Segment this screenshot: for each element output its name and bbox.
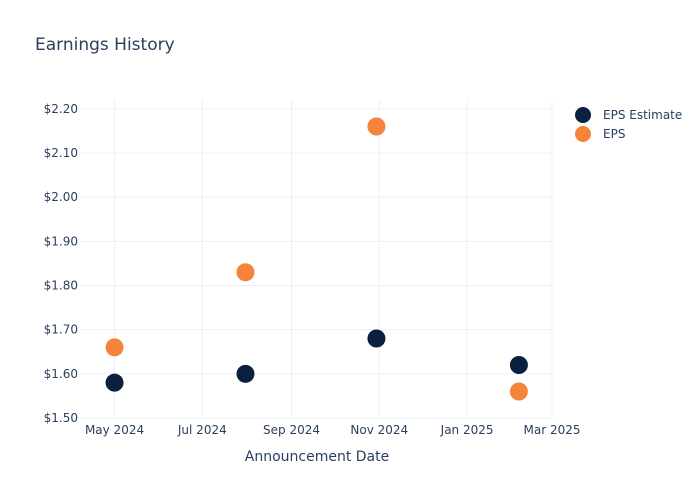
chart-title: Earnings History	[35, 35, 175, 55]
grid-layer	[80, 100, 553, 419]
legend-item-eps[interactable]: EPS	[575, 126, 625, 142]
legend-label: EPS	[603, 127, 625, 141]
tick-layer: $1.50 $1.60 $1.70 $1.80 $1.90 $2.00 $2.10 $2.20…	[44, 102, 581, 437]
legend-marker	[575, 126, 591, 142]
x-tick-label: Jul 2024	[177, 423, 227, 437]
legend-label: EPS Estimate	[603, 108, 682, 122]
point-layer	[105, 117, 528, 401]
y-tick-label: $1.70	[44, 323, 78, 337]
y-tick-label: $1.60	[44, 367, 78, 381]
y-tick-label: $1.80	[44, 279, 78, 293]
eps-point[interactable]	[105, 338, 124, 357]
series-eps-estimate	[105, 329, 528, 392]
legend-item-eps-estimate[interactable]: EPS Estimate	[575, 107, 682, 123]
series-eps	[105, 117, 528, 401]
x-tick-label: Nov 2024	[350, 423, 408, 437]
y-tick-label: $1.50	[44, 411, 78, 425]
x-axis-title: Announcement Date	[245, 449, 389, 465]
x-tick-label: Jan 2025	[440, 423, 494, 437]
legend-marker	[575, 107, 591, 123]
x-tick-label: Sep 2024	[263, 423, 320, 437]
eps-estimate-point[interactable]	[236, 364, 255, 383]
eps-estimate-point[interactable]	[105, 373, 124, 392]
y-tick-label: $1.90	[44, 234, 78, 248]
legend[interactable]: EPS Estimate EPS	[575, 107, 682, 142]
y-tick-label: $2.20	[44, 102, 78, 116]
eps-estimate-point[interactable]	[509, 356, 528, 374]
y-tick-label: $2.10	[44, 146, 78, 160]
x-tick-label: May 2024	[85, 423, 144, 437]
y-tick-label: $2.00	[44, 190, 78, 204]
eps-point[interactable]	[509, 382, 528, 401]
x-tick-label: Mar 2025	[524, 423, 581, 437]
eps-point[interactable]	[367, 117, 386, 136]
eps-estimate-point[interactable]	[367, 329, 386, 348]
eps-point[interactable]	[236, 263, 255, 282]
